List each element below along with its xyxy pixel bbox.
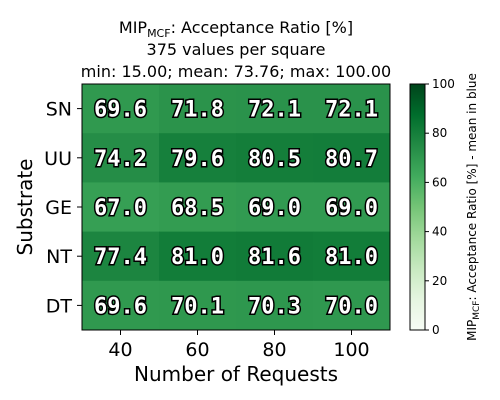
heatmap-cell: [236, 182, 314, 233]
colorbar: [409, 83, 426, 331]
colorbar-tick-label: 0: [432, 323, 440, 337]
colorbar-tick-label: 100: [432, 77, 455, 91]
heatmap-cell: [236, 133, 314, 183]
chart-subtitle-line-2: min: 15.00; mean: 73.76; max: 100.00: [81, 62, 391, 81]
heatmap-cell: [313, 182, 391, 233]
y-axis-label: Substrate: [13, 159, 37, 256]
cell-value-label: 74.2: [94, 147, 147, 172]
cell-value-label: 71.8: [171, 98, 224, 123]
cell-value-label: 70.3: [248, 294, 301, 319]
heatmap-cell: [159, 182, 237, 233]
heatmap-cell: [82, 84, 160, 134]
cell-value-label: 81.0: [171, 245, 224, 270]
y-tick-label: UU: [44, 148, 72, 170]
heatmap-cell: [82, 182, 160, 233]
heatmap-cell: [159, 231, 237, 282]
cell-value-label: 80.5: [248, 147, 301, 172]
heatmap-cell: [159, 280, 237, 331]
cell-value-label: 81.6: [248, 245, 301, 270]
cell-value-label: 77.4: [94, 245, 147, 270]
chart-subtitle-line-1: 375 values per square: [147, 40, 326, 59]
heatmap-cell: [82, 231, 160, 282]
colorbar-tick-label: 60: [432, 175, 447, 189]
cell-value-label: 67.0: [94, 196, 147, 221]
colorbar-tick-label: 40: [432, 225, 447, 239]
colorbar-ticks: 0 20 40 60 80 100: [425, 77, 455, 337]
heatmap-cell: [82, 280, 160, 331]
chart-title: MIPMCF: Acceptance Ratio [%]: [119, 18, 353, 40]
cell-value-label: 69.0: [325, 196, 378, 221]
cell-value-label: 69.6: [94, 294, 147, 319]
y-axis-ticks: SN UU GE NT DT: [44, 99, 82, 317]
y-tick-label: NT: [46, 246, 72, 268]
cell-value-label: 70.1: [171, 294, 224, 319]
x-tick-label: 100: [333, 339, 369, 361]
cell-value-label: 79.6: [171, 147, 224, 172]
heatmap-cell: [236, 280, 314, 331]
heatmap-cell: [313, 133, 391, 183]
cell-value-label: 81.0: [325, 245, 378, 270]
colorbar-tick-label: 80: [432, 126, 447, 140]
colorbar-label: MIPMCF: Acceptance Ratio [%] - mean in b…: [465, 73, 482, 341]
heatmap-cell: [313, 84, 391, 134]
cell-value-label: 72.1: [248, 98, 301, 123]
heatmap-cell: [159, 133, 237, 183]
y-tick-label: GE: [45, 197, 72, 219]
heatmap-cell: [236, 84, 314, 134]
y-tick-label: SN: [46, 99, 72, 121]
heatmap-cell: [236, 231, 314, 282]
cell-value-label: 72.1: [325, 98, 378, 123]
x-axis-label: Number of Requests: [134, 362, 338, 386]
cell-value-label: 69.6: [94, 98, 147, 123]
cell-value-label: 70.0: [325, 294, 378, 319]
x-axis-ticks: 40 60 80 100: [108, 330, 370, 361]
cell-value-label: 68.5: [171, 196, 224, 221]
cell-value-label: 80.7: [325, 147, 378, 172]
x-tick-label: 80: [262, 339, 286, 361]
heatmap-cell: [313, 231, 391, 282]
x-tick-label: 60: [185, 339, 209, 361]
colorbar-tick-label: 20: [432, 274, 447, 288]
x-tick-label: 40: [108, 339, 132, 361]
heatmap-cell-labels: 69.6 71.8 72.1 72.1 74.2 79.6 80.5 80.7 67.0 68.5…: [93, 96, 380, 321]
heatmap-cell: [159, 84, 237, 134]
heatmap-cell: [82, 133, 160, 183]
heatmap-cell: [313, 280, 391, 331]
y-tick-label: DT: [46, 295, 73, 317]
cell-value-label: 69.0: [248, 196, 301, 221]
heatmap-cells: [82, 84, 391, 331]
